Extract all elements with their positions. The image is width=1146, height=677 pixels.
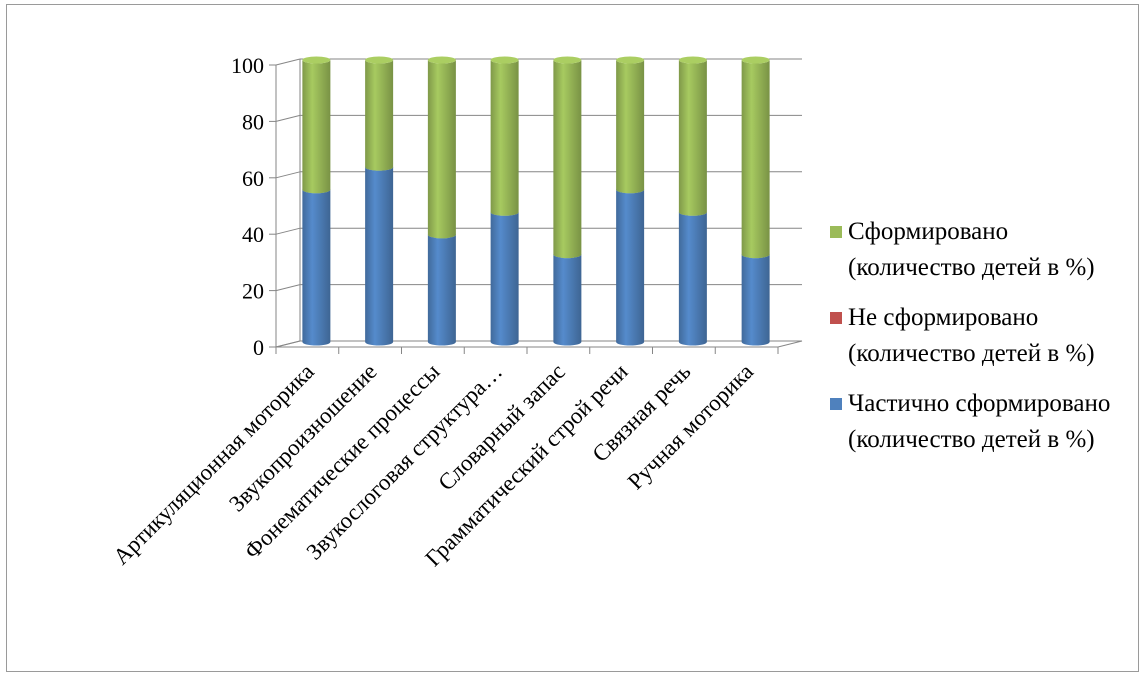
y-tick-label: 40: [242, 222, 264, 247]
bar-segment: [741, 254, 770, 346]
bar-segment: [741, 60, 770, 259]
bar-segment: [427, 60, 456, 239]
y-tick-label: 60: [242, 166, 264, 191]
legend: Сформировано (количество детей в %) Не с…: [826, 214, 1126, 472]
legend-label-not-formed: Не сформировано (количество детей в %): [848, 304, 1095, 367]
side-wall-gridline: [275, 171, 301, 179]
bar-segment-top: [490, 56, 519, 64]
bar-segment-top: [365, 56, 394, 64]
legend-item-formed: Сформировано (количество детей в %): [826, 214, 1126, 286]
legend-swatch-formed: [830, 226, 842, 238]
side-wall-gridline: [275, 284, 301, 292]
y-tick-label: 0: [253, 335, 264, 360]
legend-label-partially-formed: Частично сформировано (количество детей …: [848, 390, 1111, 453]
bar-segment: [302, 189, 331, 346]
bar-segment: [616, 60, 645, 194]
bar-segment: [427, 234, 456, 346]
floor: [275, 340, 803, 348]
bar-segment-top: [678, 56, 707, 64]
bar-segment-top: [302, 56, 331, 64]
bar-segment: [365, 167, 394, 346]
bar-segment: [553, 254, 582, 346]
side-wall-gridline: [275, 58, 301, 66]
legend-item-partially-formed: Частично сформировано (количество детей …: [826, 386, 1126, 458]
legend-swatch-partially-formed: [830, 398, 842, 410]
bar-segment: [490, 212, 519, 346]
y-tick-label: 80: [242, 109, 264, 134]
side-wall-gridline: [275, 114, 301, 122]
bar-segment: [553, 60, 582, 259]
bar-segment: [365, 60, 394, 171]
bar-segment-top: [553, 56, 582, 64]
bar-segment-top: [616, 56, 645, 64]
y-tick-label: 100: [231, 53, 264, 78]
legend-item-not-formed: Не сформировано (количество детей в %): [826, 300, 1126, 372]
bar-segment: [490, 60, 519, 216]
bar-segment: [678, 60, 707, 216]
legend-swatch-not-formed: [830, 312, 842, 324]
bar-segment: [616, 189, 645, 346]
bar-segment-top: [427, 56, 456, 64]
y-tick-label: 20: [242, 279, 264, 304]
bar-segment: [302, 60, 331, 194]
bar-segment: [678, 212, 707, 346]
bar-segment-top: [741, 56, 770, 64]
legend-label-formed: Сформировано (количество детей в %): [848, 218, 1095, 281]
chart-frame: [6, 4, 1139, 672]
side-wall-gridline: [275, 227, 301, 235]
